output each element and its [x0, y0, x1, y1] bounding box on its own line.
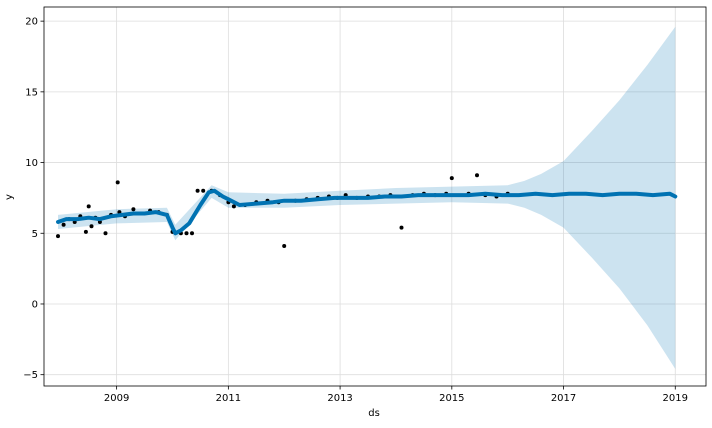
- y-tick-label: −5: [23, 370, 38, 381]
- observed-point: [184, 231, 189, 236]
- x-tick-label: 2013: [327, 393, 352, 404]
- observed-point: [282, 244, 287, 248]
- x-tick-label: 2017: [551, 393, 576, 404]
- x-tick-label: 2015: [439, 393, 464, 404]
- y-tick-label: 15: [25, 87, 38, 98]
- observed-point: [89, 224, 94, 229]
- y-axis-label: y: [4, 194, 15, 200]
- y-axis-ticks: −5 0 5 10 15 20: [23, 17, 44, 381]
- observed-point: [449, 176, 454, 181]
- x-tick-label: 2019: [663, 393, 688, 404]
- observed-point: [195, 188, 200, 193]
- observed-point: [97, 220, 102, 224]
- x-tick-label: 2009: [104, 393, 129, 404]
- x-axis-label: ds: [368, 408, 380, 419]
- observed-point: [83, 229, 88, 234]
- x-tick-label: 2011: [216, 393, 241, 404]
- observed-point: [61, 222, 66, 227]
- observed-point: [190, 231, 194, 236]
- observed-point: [86, 204, 91, 209]
- y-tick-label: 10: [25, 158, 38, 169]
- observed-point: [231, 204, 236, 209]
- observed-point: [56, 234, 60, 239]
- observed-point: [399, 225, 404, 230]
- observed-point: [475, 173, 479, 178]
- x-axis-ticks: 2009 2011 2013 2015 2017 2019: [104, 386, 688, 404]
- forecast-line-layer: [56, 188, 678, 236]
- y-tick-label: 20: [25, 17, 38, 28]
- y-tick-label: 5: [32, 229, 38, 240]
- forecast-line: [56, 188, 678, 236]
- observed-point: [115, 180, 120, 185]
- observed-point: [201, 188, 206, 193]
- observed-point: [117, 210, 122, 215]
- observed-point: [131, 207, 136, 212]
- y-tick-label: 0: [32, 299, 38, 310]
- plot-frame: [43, 6, 707, 387]
- observed-point: [103, 231, 108, 236]
